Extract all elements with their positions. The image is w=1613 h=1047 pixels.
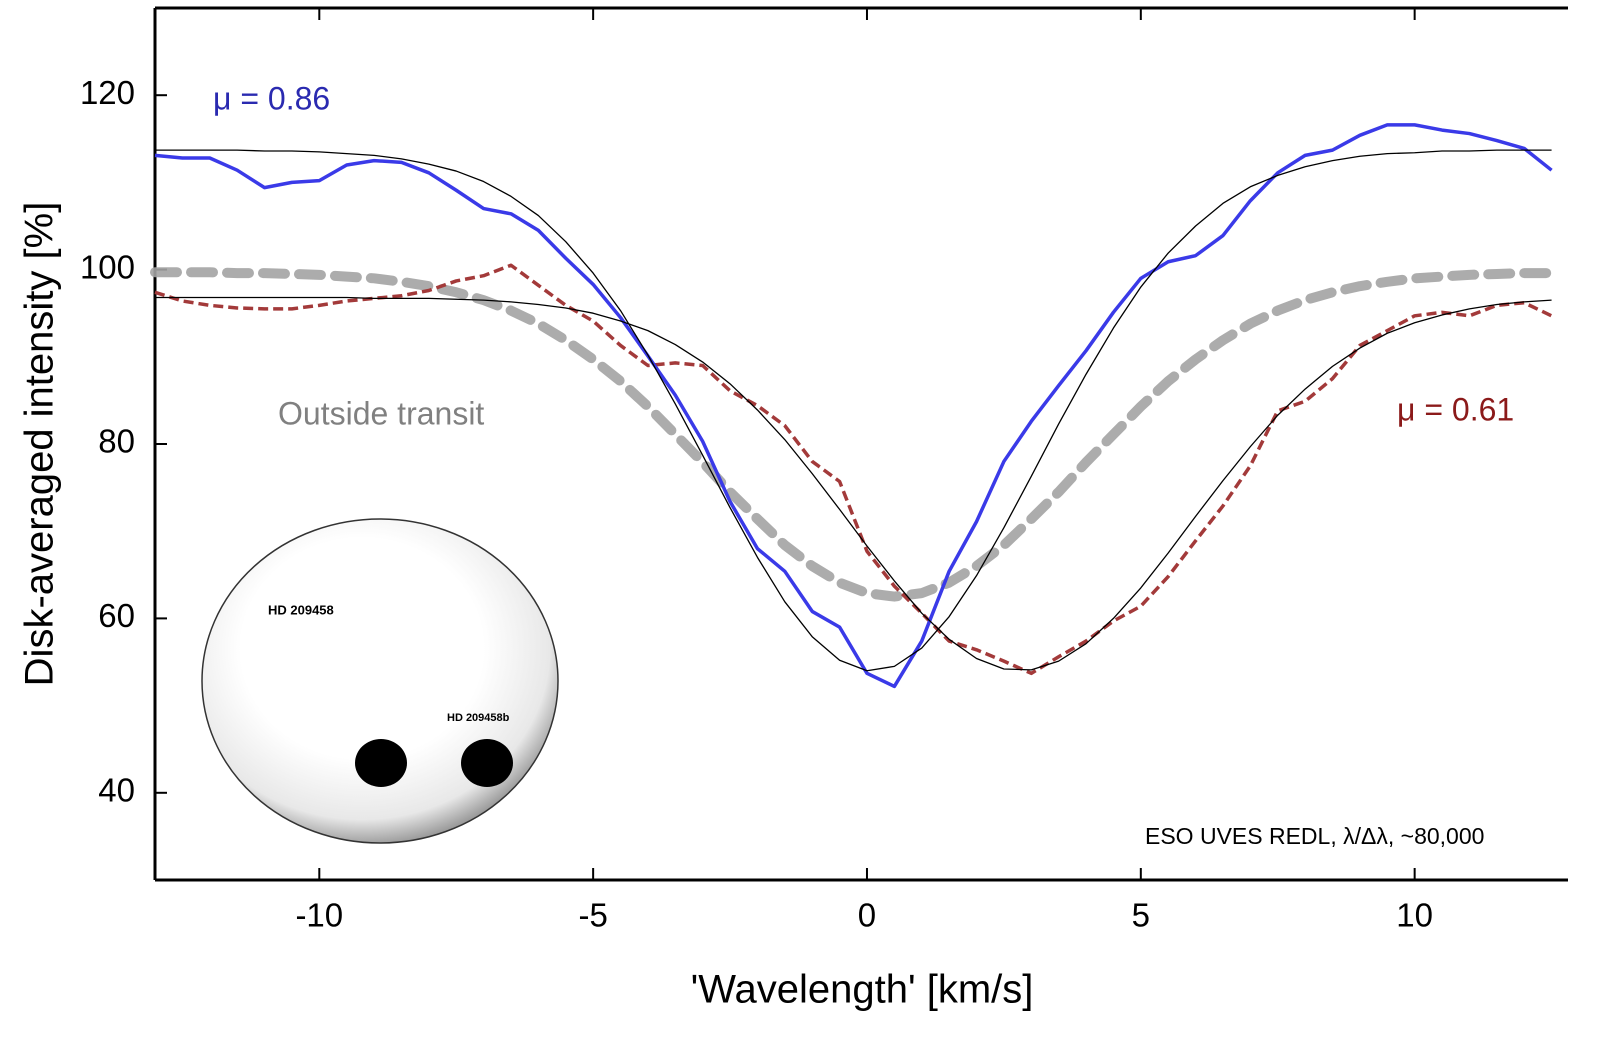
x-tick-label: 5 [1132, 897, 1150, 934]
data-line [150, 267, 1557, 602]
y-tick-label: 40 [98, 772, 135, 809]
y-tick-label: 120 [80, 74, 135, 111]
x-tick-label: -5 [578, 897, 607, 934]
x-axis-label: 'Wavelength' [km/s] [691, 968, 1034, 1012]
y-axis-label: Disk-averaged intensity [%] [18, 202, 62, 687]
star-inset: HD 209458 HD 209458b [201, 518, 559, 844]
note: ESO UVES REDL, λ/Δλ, ~80,000 [1145, 823, 1484, 849]
inset-label: HD 209458 [268, 602, 334, 617]
planet [461, 739, 513, 787]
x-tick-label: 0 [858, 897, 876, 934]
planet [355, 739, 407, 787]
inset-label: HD 209458b [447, 712, 510, 724]
data-line [155, 296, 1552, 671]
x-tick-label: -10 [295, 897, 343, 934]
x-tick-label: 10 [1396, 897, 1433, 934]
y-tick-label: 100 [80, 248, 135, 285]
y-tick-label: 80 [98, 423, 135, 460]
data-line [155, 149, 1552, 672]
y-tick-label: 60 [98, 597, 135, 634]
star-disk [201, 518, 559, 844]
data-line [154, 123, 1553, 689]
series-annotation: Outside transit [278, 395, 484, 431]
series-annotation: μ = 0.86 [213, 80, 330, 116]
series-annotation: μ = 0.61 [1397, 391, 1514, 427]
